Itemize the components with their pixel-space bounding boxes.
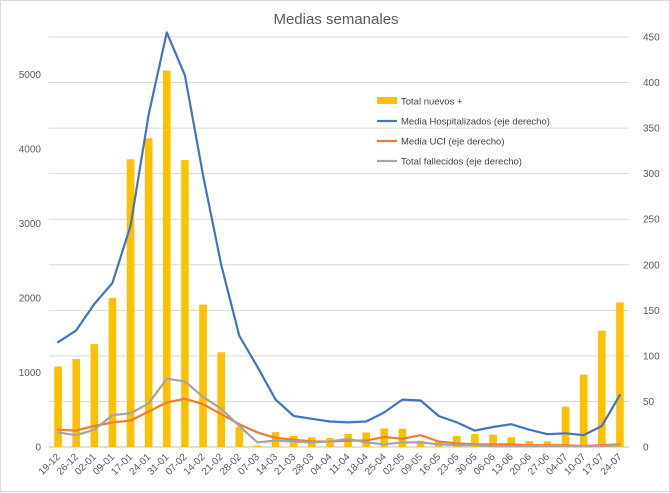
legend-swatch — [377, 97, 397, 104]
series-line — [56, 31, 622, 437]
bar — [525, 441, 534, 447]
bar — [235, 426, 244, 447]
y2-tick-label: 350 — [643, 124, 660, 135]
y-tick-label: 2000 — [19, 293, 42, 304]
bar — [72, 359, 80, 447]
y2-tick-label: 450 — [643, 33, 660, 44]
bar — [579, 374, 588, 447]
y-tick-label: 3000 — [19, 219, 42, 230]
y-tick-label: 4000 — [19, 144, 42, 155]
bar — [561, 406, 570, 447]
y2-tick-label: 50 — [643, 397, 655, 408]
bar — [54, 366, 62, 447]
bar — [416, 440, 425, 447]
bar — [598, 330, 606, 447]
bar — [199, 304, 207, 447]
series-line — [56, 377, 622, 448]
chart-title: Medias semanales — [273, 11, 399, 28]
bar — [144, 138, 153, 447]
y2-tick-label: 200 — [643, 260, 660, 271]
y2-tick-label: 0 — [643, 443, 649, 454]
y-tick-label: 5000 — [19, 70, 42, 81]
legend-label: Media Hospitalizados (eje derecho) — [401, 117, 550, 128]
y2-tick-label: 300 — [643, 169, 660, 180]
bar — [471, 433, 479, 447]
bar — [616, 302, 624, 447]
legend-label: Total nuevos + — [401, 97, 463, 108]
bar — [253, 445, 262, 447]
y2-tick-label: 400 — [643, 78, 660, 89]
legend-label: Total fallecidos (eje derecho) — [401, 157, 522, 168]
bar — [163, 70, 171, 447]
bar — [453, 435, 461, 447]
bar — [217, 352, 225, 447]
bar — [181, 160, 189, 447]
bar — [489, 434, 497, 447]
y-tick-label: 1000 — [19, 368, 42, 379]
x-tick-label: 24-07 — [599, 452, 625, 478]
y2-tick-label: 250 — [643, 215, 660, 226]
bar — [507, 437, 515, 447]
y-tick-label: 0 — [35, 443, 41, 454]
y2-tick-label: 150 — [643, 306, 660, 317]
bar — [108, 297, 117, 447]
bar — [126, 159, 135, 447]
legend-label: Media UCI (eje derecho) — [401, 137, 505, 148]
bar — [90, 344, 99, 447]
y2-tick-label: 100 — [643, 351, 660, 362]
